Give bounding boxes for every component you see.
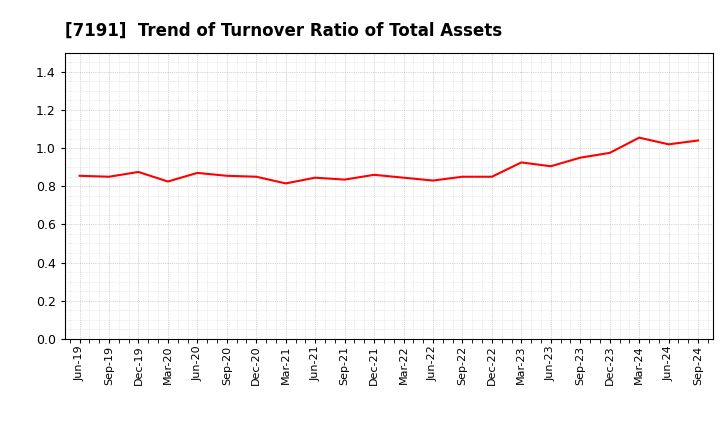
Text: [7191]  Trend of Turnover Ratio of Total Assets: [7191] Trend of Turnover Ratio of Total … [65, 22, 502, 40]
